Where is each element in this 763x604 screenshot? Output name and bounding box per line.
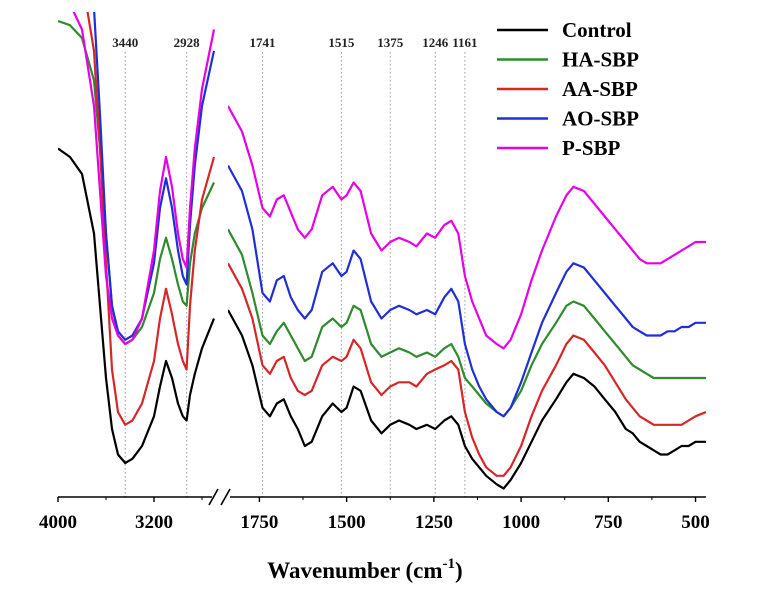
series-line-right bbox=[228, 164, 706, 418]
x-tick-label: 750 bbox=[594, 512, 623, 533]
axis-break-mark bbox=[220, 488, 231, 506]
series-aa-sbp bbox=[86, 12, 706, 477]
legend-item: HA-SBP bbox=[497, 48, 639, 72]
series-line-right bbox=[228, 228, 706, 418]
x-tick-label: 3200 bbox=[135, 512, 173, 533]
x-tick-label: 1250 bbox=[415, 512, 453, 533]
legend-item: P-SBP bbox=[497, 136, 621, 160]
x-tick-label: 500 bbox=[681, 512, 710, 533]
legend-item: AO-SBP bbox=[497, 107, 639, 131]
series-p-sbp bbox=[72, 12, 706, 350]
annotation-label: 3440 bbox=[112, 35, 138, 50]
series-line-right bbox=[228, 309, 706, 490]
x-axis-label: Wavenumber (cm-1) bbox=[267, 556, 462, 583]
legend-label: HA-SBP bbox=[562, 48, 639, 72]
x-tick-label: 1000 bbox=[502, 512, 540, 533]
series-control bbox=[58, 147, 706, 490]
axis-break-mark bbox=[208, 488, 219, 506]
x-tick-label: 1500 bbox=[328, 512, 366, 533]
legend-label: AO-SBP bbox=[562, 107, 639, 131]
series-line-left bbox=[72, 12, 215, 346]
legend: Control HA-SBP AA-SBP AO-SBP P-SBP bbox=[497, 18, 639, 160]
legend-item: AA-SBP bbox=[497, 77, 638, 101]
series-line-right bbox=[228, 105, 706, 350]
series-line-left bbox=[58, 147, 215, 465]
annotation-label: 1741 bbox=[250, 35, 276, 50]
series-line-left bbox=[86, 12, 215, 426]
series-layer bbox=[58, 12, 706, 490]
annotation-label: 1375 bbox=[377, 35, 404, 50]
annotation-label: 2928 bbox=[174, 35, 201, 50]
legend-item: Control bbox=[497, 18, 632, 42]
x-tick-label: 4000 bbox=[39, 512, 77, 533]
legend-label: P-SBP bbox=[562, 136, 621, 160]
series-line-right bbox=[228, 262, 706, 477]
annotation-label: 1161 bbox=[452, 35, 477, 50]
x-axis: 4000 3200 1750 1500 1250 1000 750 500 bbox=[39, 488, 710, 533]
annotation-labels: 3440 2928 1741 1515 1375 1246 1161 bbox=[112, 35, 477, 50]
legend-label: Control bbox=[562, 18, 632, 42]
legend-label: AA-SBP bbox=[562, 77, 638, 101]
x-tick-label: 1750 bbox=[240, 512, 278, 533]
annotation-label: 1515 bbox=[328, 35, 355, 50]
annotation-label: 1246 bbox=[422, 35, 449, 50]
